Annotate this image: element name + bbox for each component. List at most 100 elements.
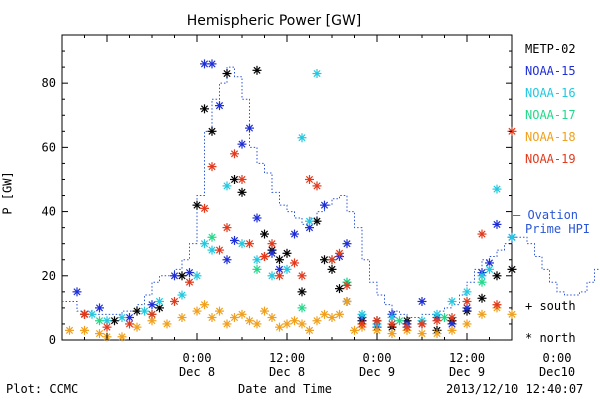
point-stroke (448, 320, 456, 328)
point-noaa-16 (155, 296, 164, 306)
x-tick-label-time: 12:00 (449, 351, 485, 365)
point-noaa-19 (267, 239, 277, 249)
point-stroke (260, 307, 269, 315)
point-stroke (238, 175, 246, 184)
point-stroke (440, 313, 449, 322)
point-stroke (148, 310, 156, 318)
point-stroke (88, 310, 96, 318)
point-noaa-16 (252, 255, 262, 265)
point-noaa-16 (200, 239, 209, 249)
point-stroke (328, 265, 336, 273)
point-stroke (148, 317, 156, 325)
point-stroke (245, 317, 254, 325)
point-stroke (448, 297, 456, 306)
point-noaa-18 (65, 325, 74, 335)
point-noaa-19 (417, 319, 427, 329)
point-noaa-19 (297, 271, 307, 281)
point-noaa-19 (305, 174, 314, 184)
point-stroke (305, 217, 314, 225)
point-noaa-17 (440, 313, 449, 323)
point-noaa-15 (230, 235, 239, 245)
y-tick-label: 80 (42, 76, 56, 90)
point-stroke (268, 272, 276, 280)
point-stroke (463, 288, 471, 296)
point-stroke (508, 265, 516, 273)
point-stroke (238, 140, 246, 148)
point-noaa-18 (95, 329, 104, 339)
point-noaa-19 (432, 316, 442, 326)
point-stroke (215, 102, 224, 110)
point-stroke (493, 301, 501, 309)
point-stroke (493, 185, 501, 193)
point-stroke (388, 320, 396, 328)
point-noaa-18 (462, 319, 472, 329)
point-stroke (200, 204, 209, 212)
point-noaa-19 (147, 309, 157, 319)
point-stroke (493, 220, 501, 228)
point-stroke (358, 310, 366, 318)
point-noaa-18 (267, 313, 277, 323)
point-metp-02 (222, 69, 232, 79)
point-stroke (260, 230, 269, 238)
legend-item-noaa-19: NOAA-19 (525, 152, 576, 166)
point-noaa-18 (335, 309, 344, 319)
point-stroke (238, 240, 246, 248)
point-noaa-19 (342, 280, 352, 290)
point-noaa-16 (507, 232, 517, 242)
point-noaa-16 (485, 264, 494, 274)
point-noaa-15 (320, 200, 329, 210)
point-stroke (298, 304, 306, 312)
point-noaa-18 (117, 332, 127, 342)
point-noaa-17 (252, 264, 262, 274)
point-noaa-17 (395, 316, 404, 326)
point-stroke (478, 310, 486, 318)
point-metp-02 (252, 65, 262, 75)
point-stroke (178, 313, 186, 322)
point-stroke (313, 317, 321, 325)
point-stroke (418, 330, 426, 338)
point-stroke (478, 278, 486, 286)
point-stroke (350, 326, 359, 334)
point-stroke (125, 320, 134, 328)
point-noaa-16 (282, 264, 292, 274)
point-metp-02 (275, 255, 284, 265)
point-noaa-16 (357, 309, 367, 319)
legend-item-metp-02: METP-02 (525, 42, 576, 56)
point-stroke (328, 313, 336, 322)
point-noaa-15 (237, 139, 247, 149)
point-noaa-15 (492, 219, 502, 229)
point-noaa-19 (462, 296, 472, 306)
point-stroke (208, 233, 216, 241)
point-stroke (268, 240, 276, 248)
point-stroke (305, 224, 314, 232)
point-stroke (230, 313, 239, 322)
point-stroke (433, 317, 441, 325)
point-stroke (185, 278, 194, 286)
point-noaa-16 (267, 271, 277, 281)
point-stroke (448, 313, 456, 322)
plot-frame (61, 34, 513, 341)
x-tick-label-time: 12:00 (269, 351, 305, 365)
point-noaa-15 (147, 300, 157, 310)
point-noaa-19 (372, 316, 382, 326)
point-stroke (313, 69, 321, 78)
point-noaa-18 (387, 329, 397, 339)
point-stroke (373, 317, 381, 325)
point-noaa-18 (350, 325, 359, 335)
point-stroke (230, 175, 239, 184)
point-stroke (478, 230, 486, 238)
point-noaa-18 (192, 306, 202, 316)
point-noaa-19 (245, 239, 254, 249)
point-noaa-18 (305, 325, 314, 335)
point-stroke (313, 182, 321, 190)
point-metp-02 (492, 271, 502, 281)
point-stroke (73, 288, 81, 296)
point-stroke (463, 297, 471, 306)
point-noaa-18 (477, 309, 487, 319)
point-stroke (313, 217, 321, 225)
point-noaa-19 (387, 319, 397, 329)
point-stroke (200, 105, 209, 113)
point-stroke (478, 272, 486, 280)
point-stroke (335, 285, 344, 293)
